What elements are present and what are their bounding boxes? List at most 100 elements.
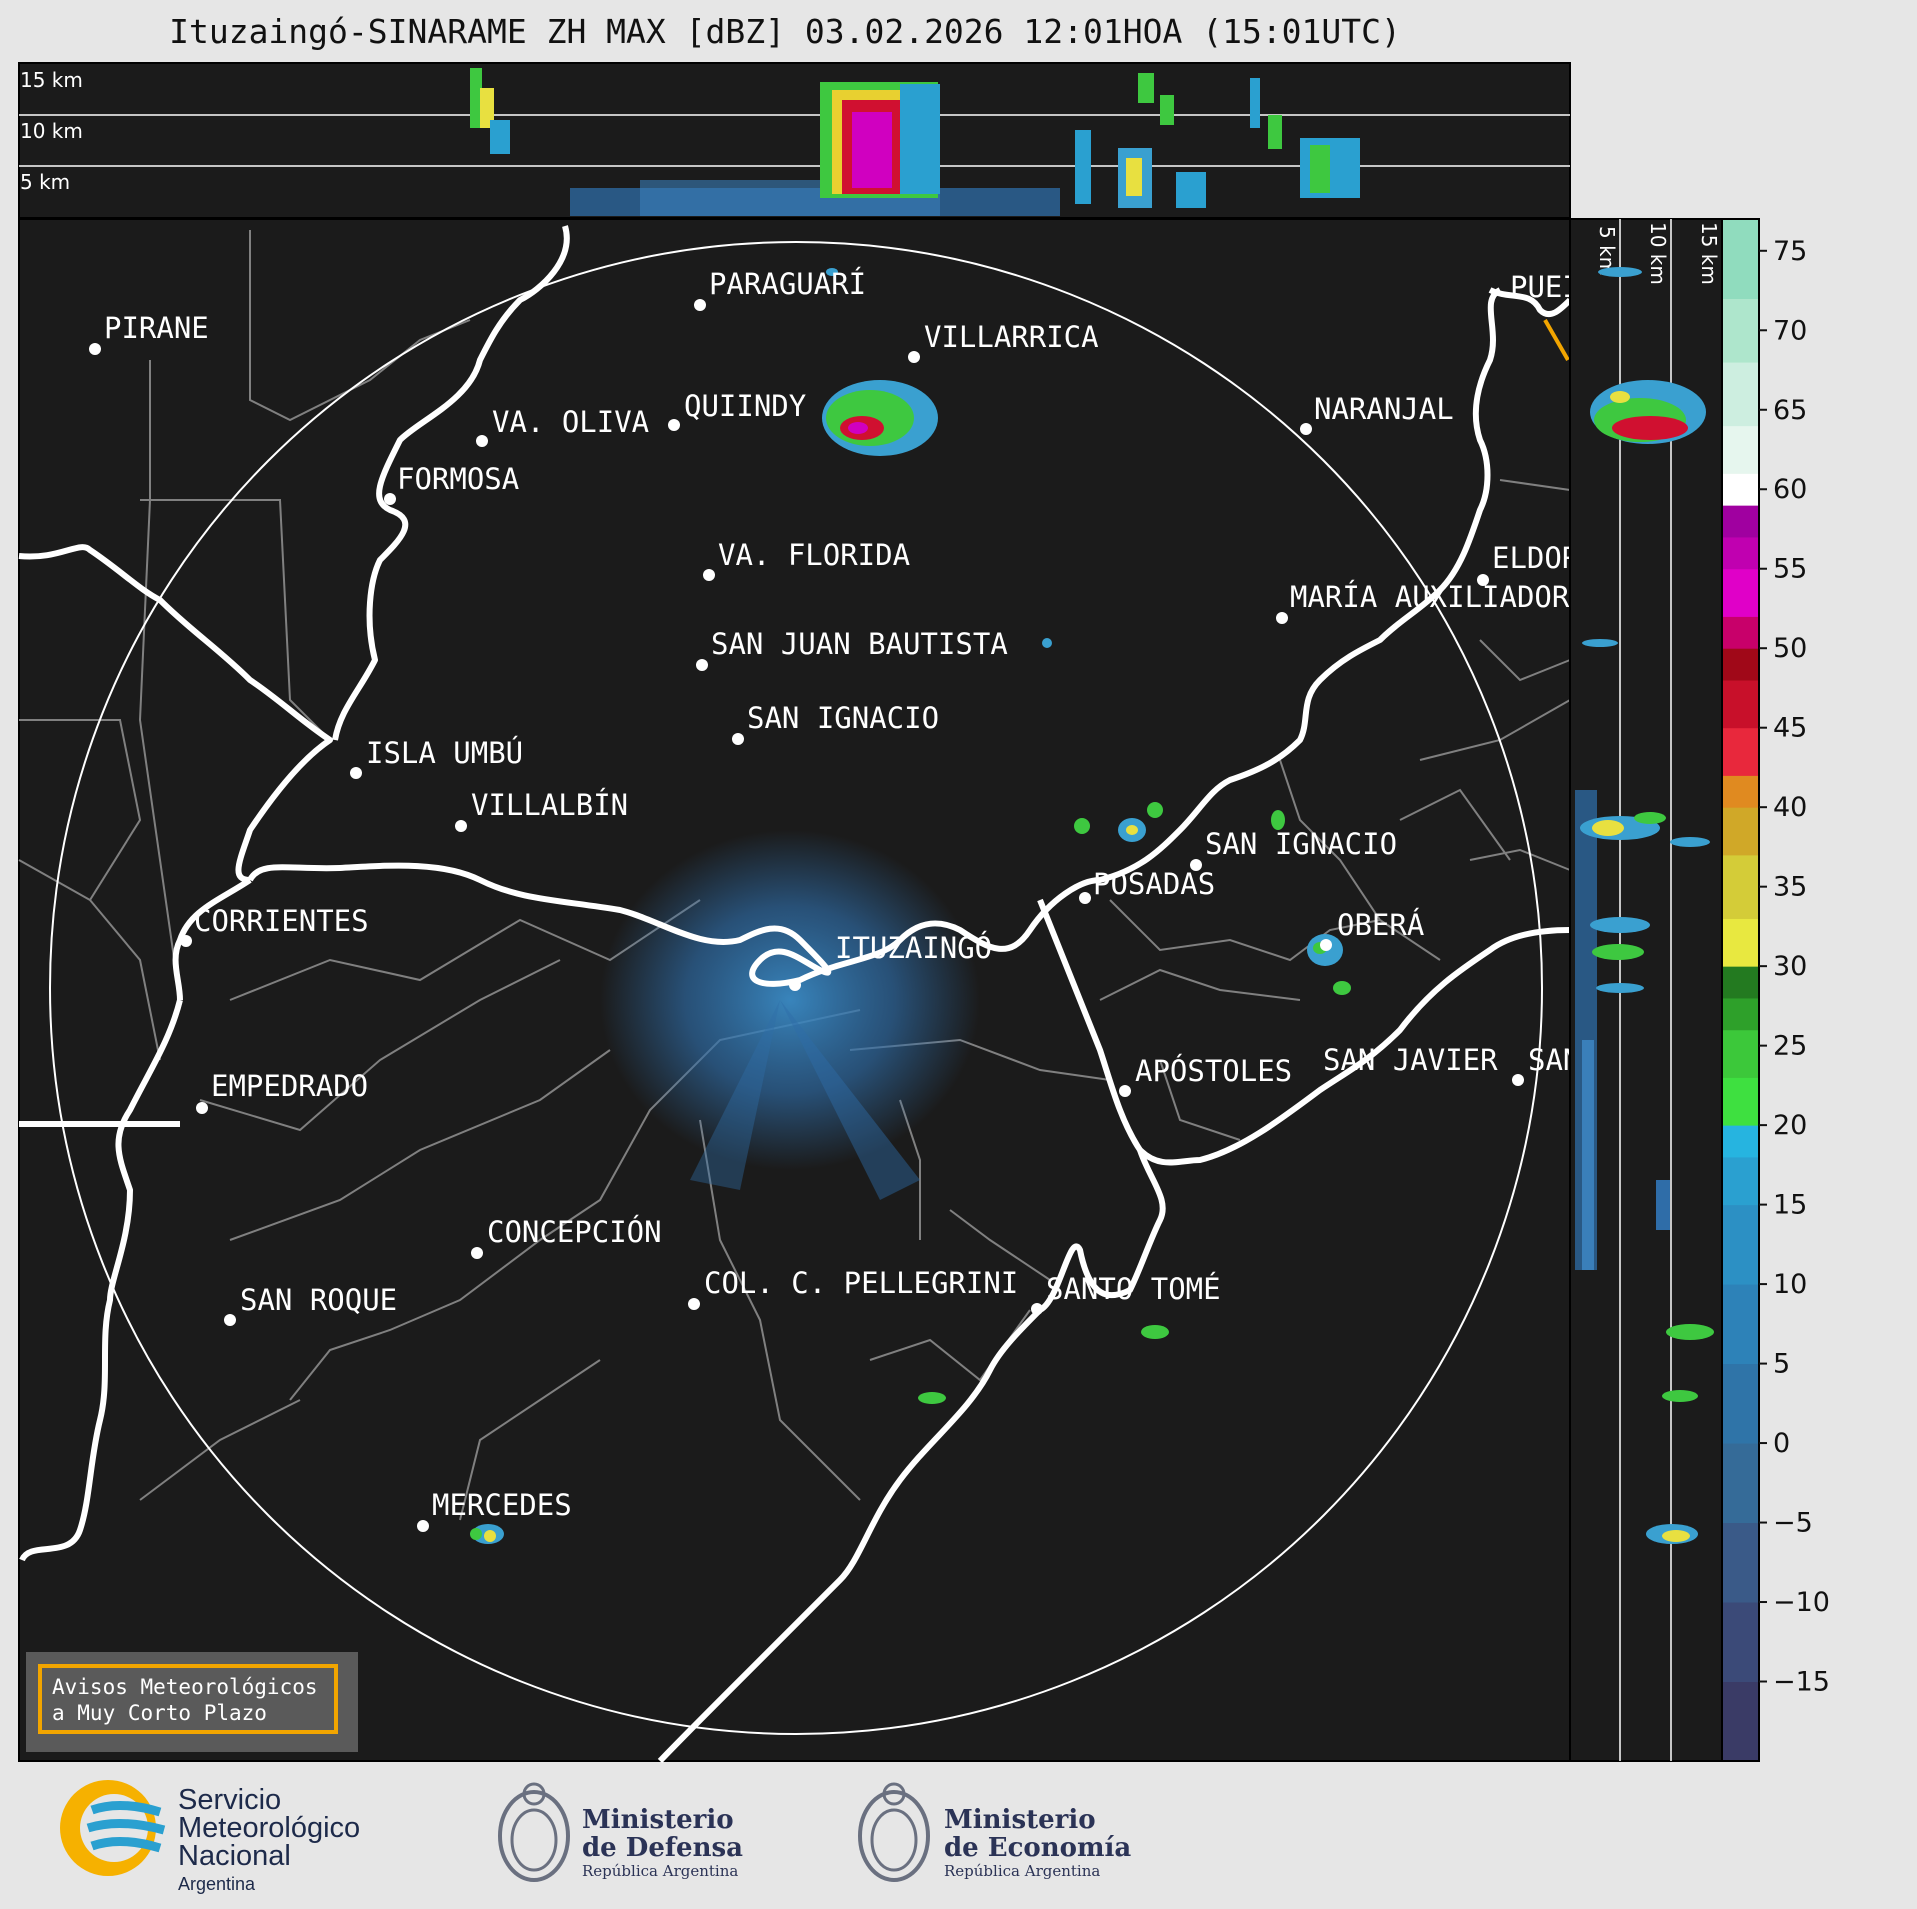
colorbar-tick-label: −15 (1773, 1667, 1830, 1698)
colorbar-band (1722, 219, 1759, 299)
city-label: ELDOR (1492, 541, 1580, 575)
colorbar-tick-label: 30 (1773, 951, 1807, 982)
smn-line-4: Argentina (178, 1874, 256, 1894)
colorbar-band (1722, 648, 1759, 681)
city-label: SAN ROQUE (240, 1283, 397, 1317)
colorbar-tick-label: 20 (1773, 1110, 1807, 1141)
colorbar-band (1722, 1077, 1759, 1126)
colorbar-band (1722, 473, 1759, 506)
top-height-label-5: 5 km (20, 170, 70, 194)
city-label: APÓSTOLES (1135, 1054, 1292, 1088)
economia-line-1: Ministerio (944, 1805, 1096, 1835)
colorbar-band (1722, 727, 1759, 776)
smn-line-1: Servicio (178, 1784, 282, 1816)
colorbar-tick-label: −10 (1773, 1587, 1830, 1618)
colorbar-band (1722, 1681, 1759, 1762)
storm-cell-villarrica (822, 380, 938, 456)
side-height-label-15: 15 km (1697, 222, 1721, 285)
city-label: ISLA UMBÚ (366, 736, 523, 770)
colorbar-tick-label: 65 (1773, 395, 1807, 426)
defensa-line-3: República Argentina (582, 1862, 739, 1880)
colorbar-band (1722, 1029, 1759, 1078)
colorbar-band (1722, 680, 1759, 729)
colorbar-band (1722, 1602, 1759, 1683)
city-label: VA. OLIVA (492, 405, 649, 439)
colorbar-band (1722, 1125, 1759, 1158)
warning-badge[interactable]: Avisos Meteorológicos a Muy Corto Plazo (26, 1652, 358, 1752)
colorbar-band (1722, 1156, 1759, 1206)
colorbar-tick-label: 55 (1773, 554, 1807, 585)
main-map-panel: PIRANE PARAGUARÍ VILLARRICA QUIINDY VA. … (18, 218, 1580, 1764)
colorbar-tick-label: 35 (1773, 872, 1807, 903)
economia-line-3: República Argentina (944, 1862, 1101, 1880)
colorbar-band (1722, 1522, 1759, 1603)
economia-logo-text: Ministerio de Economía República Argenti… (944, 1806, 1131, 1880)
colorbar-band (1722, 1284, 1759, 1365)
international-borders (18, 225, 1573, 1764)
city-label: PARAGUARÍ (709, 267, 866, 301)
colorbar-band (1722, 1204, 1759, 1285)
colorbar-band (1722, 966, 1759, 999)
colorbar-tick-label: 5 (1773, 1349, 1790, 1380)
city-label: MERCEDES (432, 1488, 572, 1522)
city-label: QUIINDY (684, 389, 806, 423)
city-label: SAN JUAN BAUTISTA (711, 627, 1008, 661)
economia-line-2: de Economía (944, 1833, 1132, 1863)
defensa-seal-icon (498, 1782, 570, 1882)
colorbar-band (1722, 775, 1759, 808)
city-label: MARÍA AUXILIADOR (1290, 580, 1570, 614)
colorbar-tick-label: 60 (1773, 474, 1807, 505)
smn-line-3: Nacional (178, 1840, 291, 1872)
colorbar-band (1722, 854, 1759, 919)
city-label: CONCEPCIÓN (487, 1215, 662, 1249)
colorbar-tick-label: 45 (1773, 713, 1807, 744)
city-label: SAN IGNACIO (747, 701, 939, 735)
side-section-panel: 5 km 10 km 15 km (1569, 218, 1723, 1762)
defensa-logo-text: Ministerio de Defensa República Argentin… (582, 1806, 743, 1880)
colorbar-band (1722, 918, 1759, 967)
colorbar-band (1722, 298, 1759, 363)
city-label: PIRANE (104, 311, 209, 345)
smn-line-2: Meteorológico (178, 1812, 361, 1844)
city-label: ITUZAINGÓ (835, 931, 992, 965)
city-label: SAN JAVIER (1323, 1043, 1498, 1077)
city-label: COL. C. PELLEGRINI (704, 1266, 1018, 1300)
city-label: PUEI (1510, 270, 1580, 304)
logos-strip (60, 1780, 930, 1882)
colorbar-band (1722, 505, 1759, 538)
colorbar-tick-label: 10 (1773, 1269, 1807, 1300)
city-label: SAN IGNACIO (1205, 827, 1397, 861)
city-label: NARANJAL (1314, 392, 1454, 426)
colorbar-tick-label: 70 (1773, 315, 1807, 346)
smn-logo-icon (60, 1780, 166, 1876)
colorbar-band (1722, 1363, 1759, 1444)
colorbar-tick-label: 25 (1773, 1031, 1807, 1062)
colorbar-tick-label: 15 (1773, 1190, 1807, 1221)
economia-seal-icon (858, 1782, 930, 1882)
colorbar-band (1722, 807, 1759, 856)
map-title: Ituzaingó-SINARAME ZH MAX [dBZ] 03.02.20… (169, 12, 1401, 51)
colorbar-tick-label: 50 (1773, 633, 1807, 664)
city-labels: PIRANE PARAGUARÍ VILLARRICA QUIINDY VA. … (89, 267, 1580, 1532)
top-section-panel: 15 km 10 km 5 km (18, 62, 1571, 219)
city-label: SANTO TOMÉ (1046, 1272, 1221, 1306)
city-label: VA. FLORIDA (718, 538, 910, 572)
warning-line-1: Avisos Meteorológicos (52, 1675, 318, 1699)
colorbar-tick-label: 75 (1773, 236, 1807, 267)
colorbar-band (1722, 616, 1759, 649)
city-label: FORMOSA (397, 462, 519, 496)
ground-clutter-echo (600, 830, 980, 1170)
colorbar-band (1722, 536, 1759, 570)
city-label: POSADAS (1093, 867, 1215, 901)
colorbar-band (1722, 425, 1759, 474)
city-label: EMPEDRADO (211, 1069, 368, 1103)
colorbar-band (1722, 568, 1759, 617)
city-label: VILLARRICA (924, 320, 1099, 354)
colorbar-tick-label: 40 (1773, 792, 1807, 823)
city-label: VILLALBÍN (471, 788, 628, 822)
colorbar-band (1722, 362, 1759, 427)
storm-cell-posadas-2 (1074, 818, 1090, 834)
warning-line-2: a Muy Corto Plazo (52, 1701, 267, 1725)
